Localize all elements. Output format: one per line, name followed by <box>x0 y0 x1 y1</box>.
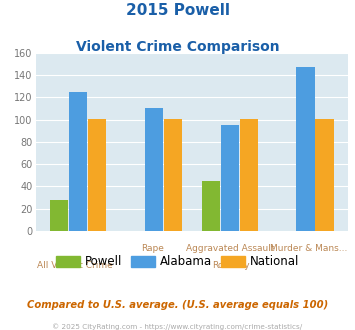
Bar <box>220 125 239 231</box>
Legend: Powell, Alabama, National: Powell, Alabama, National <box>51 250 304 273</box>
Text: Violent Crime Comparison: Violent Crime Comparison <box>76 40 279 53</box>
Bar <box>316 118 334 231</box>
Text: Murder & Mans...: Murder & Mans... <box>270 244 348 253</box>
Bar <box>144 109 163 231</box>
Text: Rape: Rape <box>141 244 164 253</box>
Bar <box>69 92 87 231</box>
Text: Aggravated Assault: Aggravated Assault <box>186 244 275 253</box>
Bar <box>164 118 182 231</box>
Text: Compared to U.S. average. (U.S. average equals 100): Compared to U.S. average. (U.S. average … <box>27 300 328 310</box>
Text: All Violent Crime: All Violent Crime <box>37 261 113 270</box>
Bar <box>50 200 68 231</box>
Text: © 2025 CityRating.com - https://www.cityrating.com/crime-statistics/: © 2025 CityRating.com - https://www.city… <box>53 323 302 330</box>
Text: 2015 Powell: 2015 Powell <box>126 3 229 18</box>
Text: Robbery: Robbery <box>212 261 250 270</box>
Bar <box>296 67 315 231</box>
Bar <box>202 181 220 231</box>
Bar <box>88 118 106 231</box>
Bar <box>240 118 258 231</box>
